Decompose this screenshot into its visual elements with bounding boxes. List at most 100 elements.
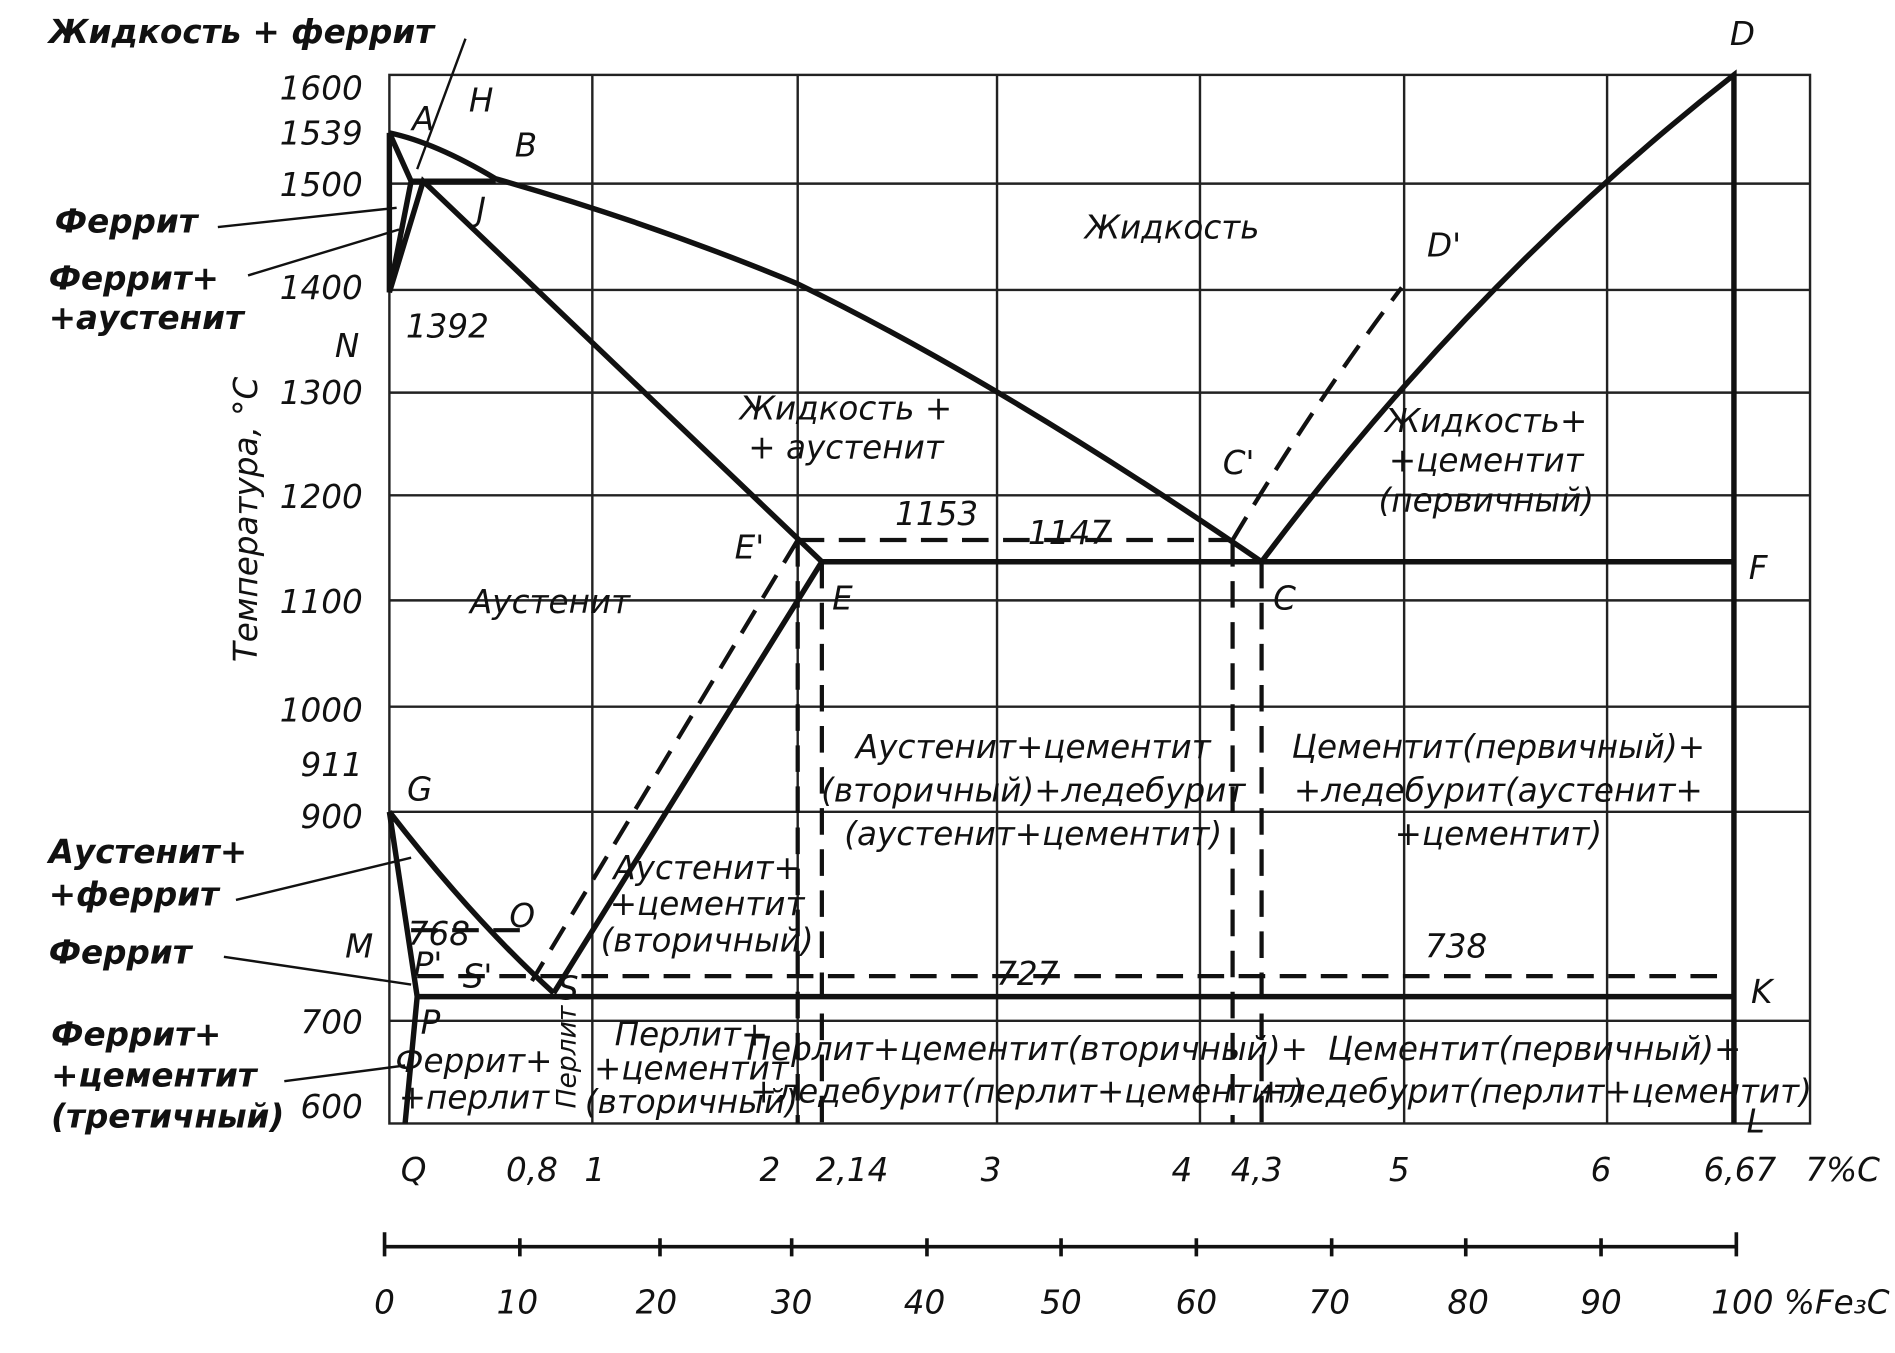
point-label: C (1273, 579, 1296, 617)
point-label: J (470, 190, 486, 228)
point-label: F (1749, 549, 1769, 587)
phase-label: +цементит (51, 1057, 259, 1095)
carbon-label: Q (401, 1151, 427, 1189)
temperature-value: 1153 (895, 495, 978, 533)
carbon-label: 7%С (1805, 1151, 1880, 1189)
carbon-label: 3 (981, 1151, 1002, 1189)
phase-label: Феррит+ (49, 259, 219, 297)
fe3c-label: 70 (1308, 1284, 1350, 1322)
liquidus-abc (388, 130, 1264, 564)
temperature-label: 911 (301, 746, 363, 784)
title: Жидкость + феррит (47, 13, 437, 51)
point-label: P (421, 1003, 441, 1041)
temperature-label: 900 (301, 798, 363, 836)
phase-label: +феррит (49, 875, 221, 913)
point-label: O (509, 897, 535, 935)
carbon-label: 2 (760, 1151, 781, 1189)
carbon-label: 2,14 (816, 1151, 889, 1189)
region-label: Перлит (552, 1004, 583, 1108)
fe3c-label: 100 %Fe₃C (1711, 1284, 1889, 1322)
phase-label: (третичный) (51, 1098, 284, 1136)
carbon-label: 6,67 (1704, 1151, 1777, 1189)
solid-lines (386, 69, 1737, 1124)
point-label: K (1751, 973, 1775, 1011)
temperature-value: 738 (1425, 927, 1487, 965)
carbon-label: 6 (1591, 1151, 1612, 1189)
fe3c-scale (382, 1232, 1739, 1257)
temperature-label: 1200 (280, 478, 363, 516)
point-label: H (469, 82, 494, 120)
temperature-label: 1500 (280, 166, 363, 204)
fe3c-label: 40 (904, 1284, 946, 1322)
temperature-label: 1600 (280, 70, 363, 108)
region-label: +перлит (399, 1078, 550, 1116)
leader-lines (217, 38, 467, 1083)
point-label: P' (414, 945, 443, 983)
region-label: (вторичный) (601, 921, 814, 959)
temperature-value: 1392 (406, 308, 489, 346)
point-label: D' (1427, 227, 1461, 265)
phase-label: Аустенит+ (46, 833, 247, 871)
point-label: B (515, 126, 537, 164)
region-label: + аустенит (748, 428, 944, 466)
temperature-label: 1400 (280, 269, 363, 307)
temperature-label: 1539 (280, 114, 363, 152)
region-label: Перлит+цементит(вторичный)+ (747, 1030, 1308, 1068)
region-label: Аустенит+цементит (854, 728, 1212, 766)
fe3c-axis (382, 1232, 1739, 1257)
region-label: Жидкость + (738, 390, 952, 428)
point-label: G (407, 770, 432, 808)
temperature-label: 600 (301, 1088, 363, 1126)
region-label: +ледебурит(аустенит+ (1294, 771, 1703, 809)
point-label: M (345, 927, 373, 965)
temperature-label: 1000 (280, 692, 363, 730)
region-label: +цементит (1389, 442, 1585, 480)
region-label: (первичный) (1379, 482, 1594, 520)
carbon-label: 4,3 (1231, 1151, 1283, 1189)
point-label: N (335, 327, 359, 365)
region-label: Цементит(первичный)+ (1328, 1030, 1741, 1068)
phase-label: +аустенит (49, 299, 246, 337)
region-label: Цементит(первичный)+ (1292, 728, 1705, 766)
region-label: (аустенит+цементит) (844, 815, 1222, 853)
temperature-value: 768 (408, 915, 470, 953)
region-label: Перлит+ (615, 1015, 769, 1053)
phase-label: Феррит (55, 202, 200, 240)
fe3c-label: 50 (1040, 1284, 1081, 1322)
temperature-label: 1100 (280, 583, 363, 621)
fe3c-label: 10 (497, 1284, 538, 1322)
dashed-lines (411, 286, 1734, 1124)
region-label: Феррит+ (395, 1042, 552, 1080)
phase-lines (217, 38, 1737, 1124)
fe3c-label: 30 (771, 1284, 813, 1322)
point-label: S' (463, 958, 493, 996)
region-label: (вторичный)+ледебурит (821, 771, 1246, 809)
temperature-value: 1147 (1028, 514, 1111, 552)
point-label: C' (1223, 444, 1255, 482)
carbon-label: 4 (1171, 1151, 1192, 1189)
temperature-label: 1300 (280, 374, 363, 412)
fe3c-label: 80 (1447, 1284, 1488, 1322)
region-label: +цементит) (1395, 815, 1602, 853)
region-label: +ледебурит(перлит+цементит) (750, 1072, 1304, 1110)
region-label: Жидкость (1083, 209, 1260, 247)
y-axis-label: Температура, °С (227, 377, 265, 663)
phase-label: Феррит+ (51, 1015, 221, 1053)
point-label: D (1730, 15, 1755, 53)
temperature-label: 700 (301, 1003, 363, 1041)
region-label: Аустенит (468, 583, 631, 621)
fe3c-label: 20 (636, 1284, 678, 1322)
point-label: A (410, 100, 434, 138)
region-label: +ледебурит(перлит+цементит) (1257, 1072, 1811, 1110)
region-label: (вторичный) (585, 1083, 798, 1121)
carbon-label: 1 (584, 1151, 605, 1189)
carbon-label: 0,8 (506, 1151, 558, 1189)
temperature-value: 727 (996, 955, 1058, 993)
grid (388, 73, 1812, 1125)
fe3c-label: 0 (374, 1284, 395, 1322)
point-label: S (558, 970, 579, 1008)
region-label: +цементит (610, 885, 806, 923)
point-label: L (1747, 1102, 1765, 1140)
region-label: Жидкость+ (1383, 402, 1587, 440)
